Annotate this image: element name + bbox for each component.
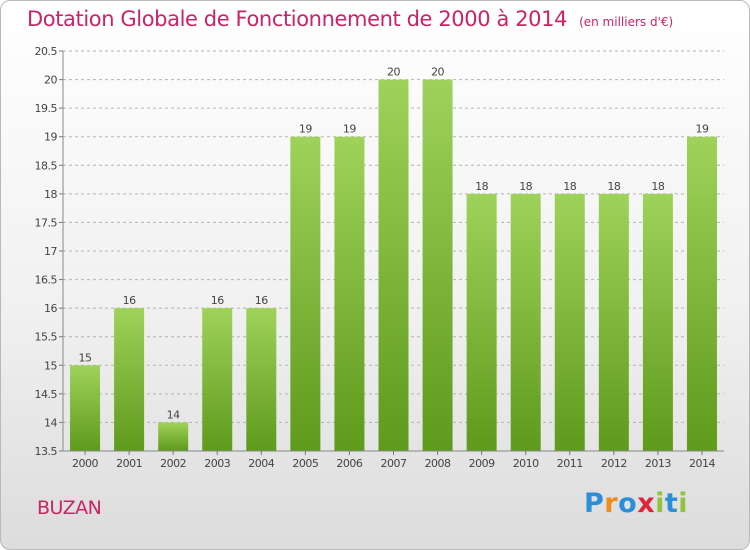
x-tick-label-2003: 2003 bbox=[204, 457, 230, 470]
bar-2012 bbox=[598, 193, 629, 451]
value-label-2004: 16 bbox=[255, 294, 268, 307]
y-tick-label: 20.5 bbox=[35, 45, 58, 58]
proxiti-logo: Proxiti bbox=[584, 488, 688, 519]
x-tick-label-2001: 2001 bbox=[116, 457, 142, 470]
value-label-2002: 14 bbox=[167, 408, 180, 421]
bar-2009 bbox=[466, 193, 497, 451]
x-tick-label-2005: 2005 bbox=[292, 457, 318, 470]
bar-2014 bbox=[686, 136, 717, 451]
chart-title: Dotation Globale de Fonctionnement de 20… bbox=[27, 7, 673, 31]
bar-2010 bbox=[510, 193, 541, 451]
logo-letter: i bbox=[655, 488, 665, 519]
y-tick-label: 13.5 bbox=[35, 445, 58, 458]
bar-2003 bbox=[202, 308, 233, 451]
bar-2008 bbox=[422, 79, 453, 452]
value-labels: 15 16 14 16 16 19 19 20 20 18 18 18 18 18 19 bbox=[79, 66, 710, 422]
y-tick-label: 17.5 bbox=[35, 216, 58, 229]
y-tick-label: 19 bbox=[44, 131, 57, 144]
x-tick-label-2014: 2014 bbox=[689, 457, 715, 470]
x-tick-label-2012: 2012 bbox=[601, 457, 627, 470]
x-tick-label-2007: 2007 bbox=[381, 457, 407, 470]
place-name: BUZAN bbox=[37, 497, 102, 519]
bar-2001 bbox=[114, 308, 145, 451]
bar-2013 bbox=[642, 193, 673, 451]
y-tick-label: 14 bbox=[44, 416, 57, 429]
axes: 13.5 14 14.5 15 15.5 16 16.5 17 17.5 18 18.5 19 19.5… bbox=[35, 45, 724, 470]
value-label-2006: 19 bbox=[343, 123, 356, 136]
bar-2006 bbox=[334, 136, 365, 451]
x-tick-label-2008: 2008 bbox=[425, 457, 451, 470]
x-tick-label-2000: 2000 bbox=[72, 457, 98, 470]
y-tick-label: 15.5 bbox=[35, 331, 58, 344]
value-label-2000: 15 bbox=[79, 351, 92, 364]
logo-letter: i bbox=[678, 488, 689, 519]
x-tick-label-2006: 2006 bbox=[336, 457, 362, 470]
value-label-2009: 18 bbox=[475, 180, 488, 193]
x-tick-label-2011: 2011 bbox=[557, 457, 583, 470]
y-tick-label: 17 bbox=[44, 245, 57, 258]
logo-letter: o bbox=[618, 488, 638, 519]
value-label-2014: 19 bbox=[695, 123, 708, 136]
y-tick-label: 15 bbox=[44, 359, 57, 372]
y-tick-label: 16.5 bbox=[35, 274, 58, 287]
logo-letter: x bbox=[637, 488, 656, 519]
bar-2011 bbox=[554, 193, 585, 451]
value-label-2003: 16 bbox=[211, 294, 224, 307]
y-tick-label: 16 bbox=[44, 302, 57, 315]
bar-2004 bbox=[246, 308, 277, 451]
y-tick-label: 18 bbox=[44, 188, 57, 201]
value-label-2005: 19 bbox=[299, 123, 312, 136]
value-label-2007: 20 bbox=[387, 66, 400, 79]
chart-title-text: Dotation Globale de Fonctionnement de 20… bbox=[27, 7, 568, 31]
x-tick-label-2002: 2002 bbox=[160, 457, 186, 470]
value-label-2013: 18 bbox=[651, 180, 664, 193]
value-label-2008: 20 bbox=[431, 66, 444, 79]
value-label-2012: 18 bbox=[607, 180, 620, 193]
value-label-2010: 18 bbox=[519, 180, 532, 193]
logo-letter: t bbox=[664, 488, 679, 519]
bar-2005 bbox=[290, 136, 321, 451]
x-tick-label-2009: 2009 bbox=[469, 457, 495, 470]
y-tick-label: 18.5 bbox=[35, 159, 58, 172]
y-tick-label: 14.5 bbox=[35, 388, 58, 401]
bar-2000 bbox=[70, 365, 101, 451]
value-label-2001: 16 bbox=[123, 294, 136, 307]
x-tick-label-2010: 2010 bbox=[513, 457, 539, 470]
y-tick-label: 19.5 bbox=[35, 102, 58, 115]
logo-letter: P bbox=[584, 488, 605, 519]
x-tick-label-2013: 2013 bbox=[645, 457, 671, 470]
bar-2007 bbox=[378, 79, 409, 452]
value-label-2011: 18 bbox=[563, 180, 576, 193]
logo-letter: r bbox=[604, 488, 619, 519]
bars bbox=[70, 79, 717, 452]
x-tick-label-2004: 2004 bbox=[248, 457, 274, 470]
y-tick-label: 20 bbox=[44, 74, 57, 87]
bar-2002 bbox=[158, 422, 189, 451]
chart-subtitle: (en milliers d'€) bbox=[579, 15, 674, 29]
